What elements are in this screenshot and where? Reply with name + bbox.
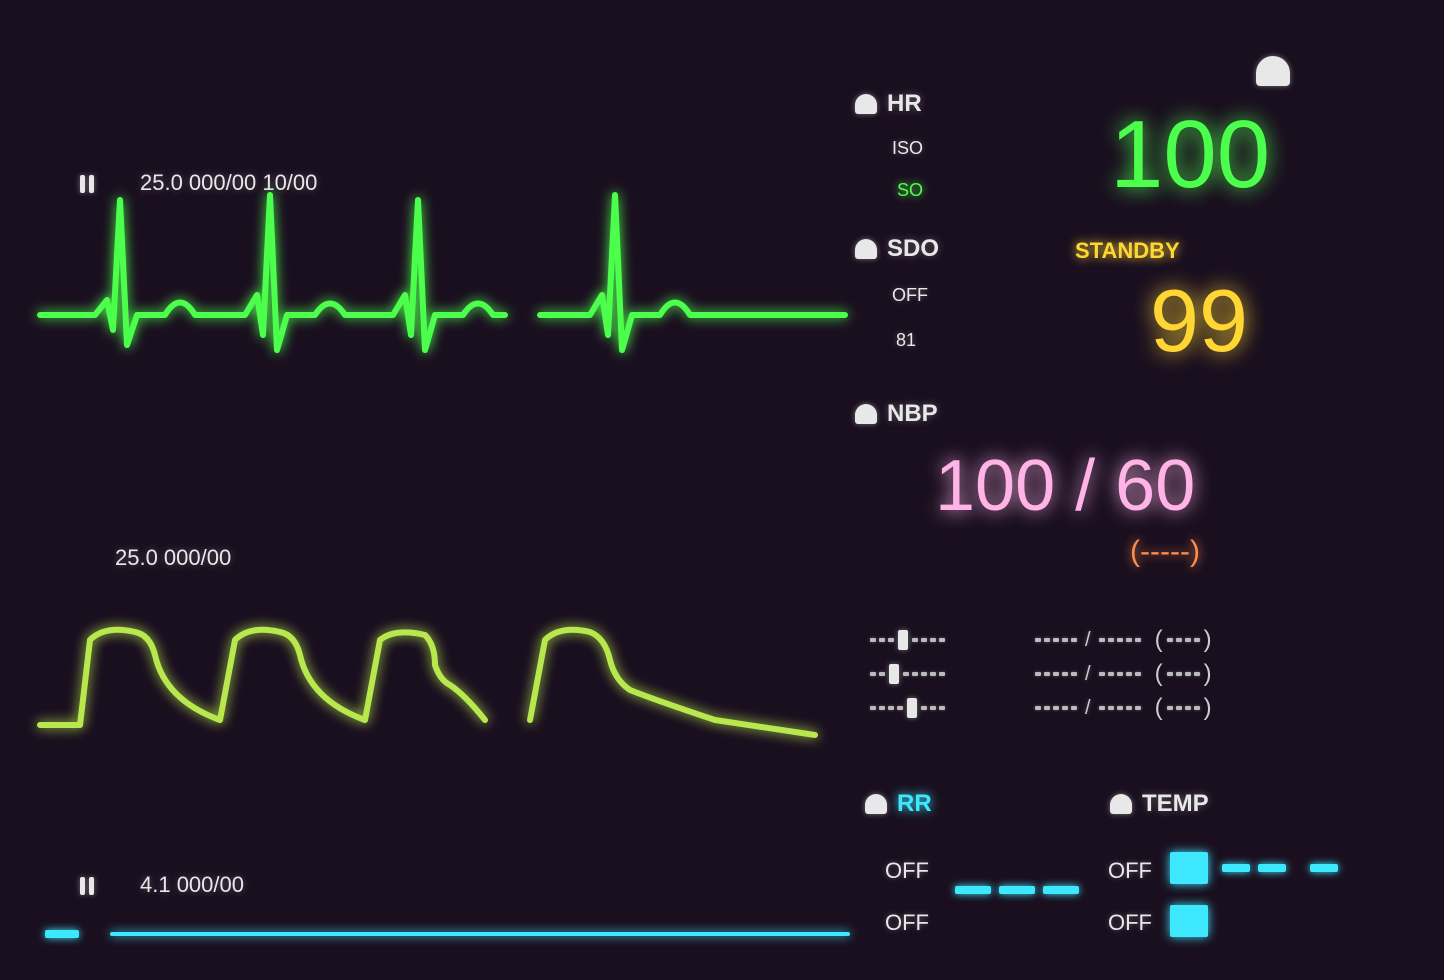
hr-value: 100 [1110, 100, 1270, 210]
slider-thumb[interactable] [898, 630, 908, 650]
resp-waveform-line [110, 932, 850, 936]
slider-thumb[interactable] [889, 664, 899, 684]
rr-label: RR [897, 790, 932, 818]
sdo-81-label: 81 [896, 330, 916, 351]
resp-lead-dash [45, 930, 79, 938]
slider-thumb[interactable] [907, 698, 917, 718]
nbp-separator: / [1075, 445, 1095, 527]
sdo-header: SDO [855, 235, 939, 263]
slider-row[interactable]: / ( ) [1035, 630, 1212, 650]
slider-row[interactable] [870, 698, 945, 718]
slider-row[interactable]: / ( ) [1035, 698, 1212, 718]
temp-block2 [1170, 905, 1208, 937]
temp-block1 [1170, 852, 1208, 884]
nbp-systolic: 100 [935, 445, 1055, 527]
rr-header: RR [865, 790, 932, 818]
slider-group-left [870, 630, 945, 732]
resp-scale-label: 4.1 000/00 [140, 872, 244, 898]
sdo-label: SDO [887, 235, 939, 263]
temp-off1: OFF [1108, 858, 1152, 884]
temp-header: TEMP [1110, 790, 1209, 818]
slider-row[interactable]: / ( ) [1035, 664, 1212, 684]
bell-icon [855, 404, 877, 424]
nbp-mean: (-----) [1130, 535, 1200, 569]
hr-label: HR [887, 90, 922, 118]
temp-dash2 [1310, 864, 1338, 872]
nbp-value-row: 100 / 60 [935, 445, 1195, 527]
bell-icon [1110, 794, 1132, 814]
hr-iso-label: ISO [892, 138, 923, 159]
nbp-header: NBP [855, 400, 938, 428]
rr-off1: OFF [885, 858, 929, 884]
temp-off2: OFF [1108, 910, 1152, 936]
nbp-diastolic: 60 [1115, 445, 1195, 527]
hr-header: HR [855, 90, 922, 118]
rr-off2: OFF [885, 910, 929, 936]
slider-group-right: / ( ) / ( ) / ( ) [1035, 630, 1212, 732]
sdo-off-label: OFF [892, 285, 928, 306]
sdo-value: 99 [1150, 270, 1248, 372]
hr-so-label: SO [897, 180, 923, 201]
bell-icon [865, 794, 887, 814]
vitals-panel: HR ISO SO 100 SDO STANDBY OFF 81 99 NBP … [850, 0, 1444, 980]
bell-icon [855, 94, 877, 114]
temp-label: TEMP [1142, 790, 1209, 818]
standby-label: STANDBY [1075, 238, 1180, 264]
waveform-area: 25.0 000/00 10/00 25.0 000/00 4.1 000/00 [35, 0, 845, 980]
slider-row[interactable] [870, 630, 945, 650]
pause-icon [80, 877, 94, 895]
nbp-label: NBP [887, 400, 938, 428]
pleth-waveform [35, 0, 845, 800]
bell-icon [855, 239, 877, 259]
temp-dash1 [1222, 864, 1286, 872]
rr-bar [955, 886, 1079, 894]
slider-row[interactable] [870, 664, 945, 684]
